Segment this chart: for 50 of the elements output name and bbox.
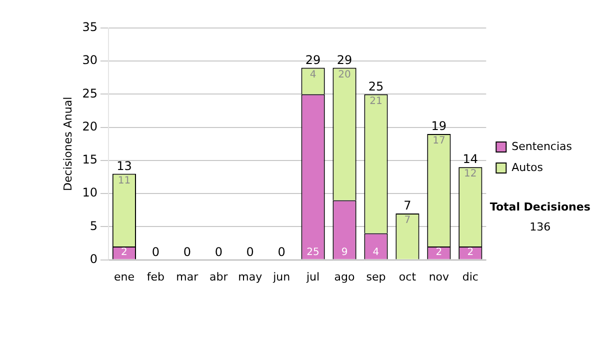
legend-label: Sentencias [512,140,572,153]
total-label: 0 [183,244,191,259]
data-label: 12 [464,168,477,180]
total-label: 0 [278,244,286,259]
x-tick-label: ene [114,270,135,284]
legend-label: Autos [512,160,544,174]
x-tick-label: jun [272,270,290,284]
total-label: 19 [431,119,447,134]
total-label: 7 [404,198,412,213]
total-label: 25 [368,79,384,94]
y-tick-label: 10 [82,186,98,200]
total-label: 0 [152,244,160,259]
y-tick-label: 20 [82,119,98,134]
total-label: 29 [336,52,352,67]
x-tick-label: dic [462,270,478,284]
x-tick-label: mar [176,270,199,284]
x-tick-label: sep [366,270,386,284]
data-label: 2 [121,246,128,258]
y-tick-label: 15 [82,152,98,167]
total-label: 0 [246,244,254,259]
x-tick-label: may [238,270,263,284]
y-tick-label: 30 [82,53,98,68]
data-label: 2 [436,246,442,258]
data-label: 7 [404,215,411,226]
total-label: 14 [462,152,478,166]
x-tick-label: jul [306,270,320,284]
y-tick-label: 25 [82,86,98,100]
data-label: 9 [341,246,348,258]
x-tick-label: abr [210,270,228,284]
text: Total Decisiones [490,200,591,214]
total-label: 29 [305,52,321,67]
y-tick-label: 35 [82,20,98,34]
y-axis-title: Decisiones Anual [61,96,74,191]
x-tick-label: ago [334,270,356,284]
total-label: 13 [116,158,132,173]
data-label: 4 [372,246,380,258]
text: 136 [530,220,551,234]
data-label: 20 [338,69,351,80]
data-label: 17 [432,136,446,147]
data-label: 2 [467,246,474,258]
data-label: 21 [370,96,382,107]
y-tick-label: 5 [90,218,98,233]
total-label: 0 [214,244,222,259]
x-tick-label: feb [146,270,165,284]
data-label: 25 [306,246,320,258]
data-label: 11 [118,175,131,186]
data-label: 4 [310,69,316,80]
x-tick-label: nov [428,270,450,284]
y-tick-label: 0 [90,252,98,266]
x-tick-label: oct [398,270,417,284]
